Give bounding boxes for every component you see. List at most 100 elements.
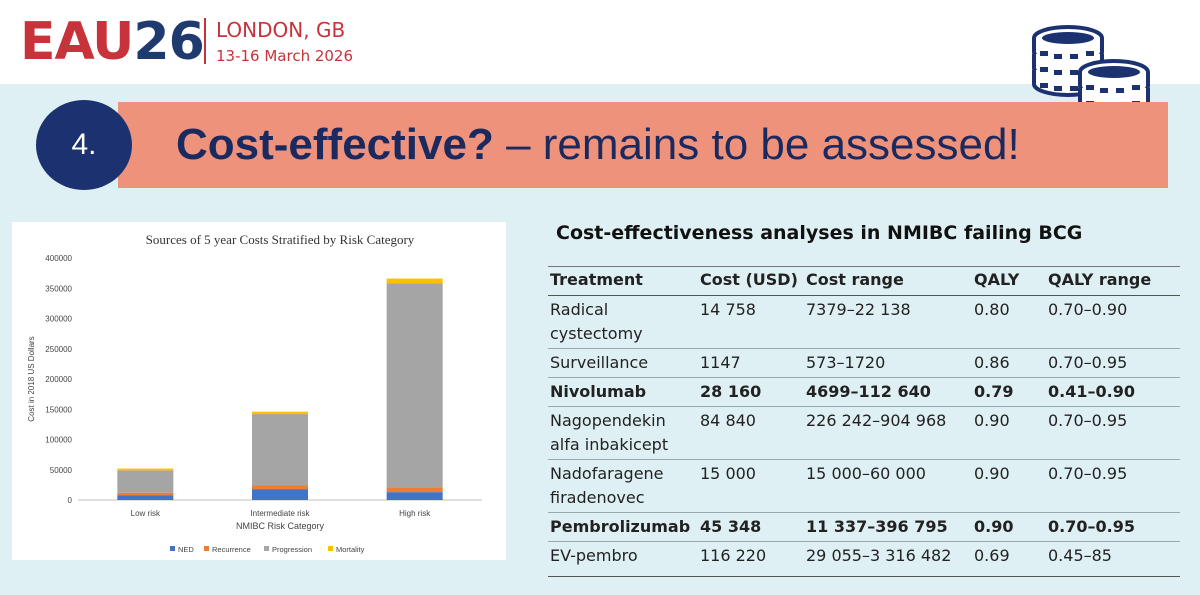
- cell-qaly: 0.79: [972, 377, 1046, 407]
- cell-qaly: 0.69: [972, 541, 1046, 577]
- logo-eau-text: EAU: [20, 12, 134, 72]
- x-tick-label: Intermediate risk: [250, 509, 310, 518]
- cost-chart-panel: Sources of 5 year Costs Stratified by Ri…: [12, 222, 506, 560]
- col-header-qaly-range: QALY range: [1046, 266, 1180, 296]
- bar-recurrence: [386, 487, 443, 493]
- col-header-qaly: QALY: [972, 266, 1046, 296]
- table-row: EV-pembro 116 220 29 055–3 316 482 0.69 0.45…: [548, 541, 1180, 577]
- col-header-cost-range: Cost range: [804, 266, 972, 296]
- table-row: Radical cystectomy 14 758 7379–22 138 0.80 0…: [548, 295, 1180, 349]
- x-tick-label: High risk: [399, 509, 431, 518]
- title-banner: [118, 102, 1168, 188]
- cell-cost-range: 29 055–3 316 482: [804, 541, 972, 577]
- cell-qaly: 0.86: [972, 348, 1046, 378]
- table-header-row: Treatment Cost (USD) Cost range QALY QAL…: [548, 266, 1180, 296]
- col-header-cost: Cost (USD): [698, 266, 804, 296]
- cell-qaly-range: 0.45–85: [1046, 541, 1180, 577]
- col-header-treatment: Treatment: [548, 266, 698, 296]
- table-title: Cost-effectiveness analyses in NMIBC fai…: [556, 222, 1083, 244]
- table-row: Nadofaragene firadenovec 15 000 15 000–60 …: [548, 459, 1180, 513]
- bar-mortality: [252, 411, 308, 415]
- logo-26-text: 26: [133, 12, 204, 72]
- cell-cost: 1147: [698, 348, 804, 378]
- legend-label: Recurrence: [212, 545, 251, 554]
- slide-number-badge: 4.: [36, 100, 132, 190]
- cell-qaly-range: 0.70–0.95: [1046, 512, 1180, 542]
- legend-swatch-ned: [170, 546, 175, 551]
- cell-treatment: Nivolumab: [548, 377, 698, 407]
- bar-progression: [252, 414, 308, 486]
- cell-cost: 84 840: [698, 406, 804, 460]
- bar-ned: [386, 492, 443, 500]
- cell-cost: 116 220: [698, 541, 804, 577]
- legend-label: Mortality: [336, 545, 365, 554]
- x-axis-label: NMIBC Risk Category: [236, 521, 325, 531]
- legend-swatch-recurrence: [204, 546, 209, 551]
- conference-city: LONDON, GB: [216, 18, 346, 42]
- cell-treatment: Radical cystectomy: [548, 295, 698, 349]
- legend-swatch-progression: [264, 546, 269, 551]
- cell-qaly: 0.80: [972, 295, 1046, 349]
- bar-recurrence: [252, 485, 308, 490]
- cell-qaly-range: 0.70–0.95: [1046, 348, 1180, 378]
- cell-qaly-range: 0.41–0.90: [1046, 377, 1180, 407]
- cell-treatment: Pembrolizumab: [548, 512, 698, 542]
- bar-progression: [386, 283, 443, 488]
- cell-treatment: Surveillance: [548, 348, 698, 378]
- cell-qaly-range: 0.70–0.95: [1046, 459, 1180, 513]
- slide-title: Cost-effective? – remains to be assessed…: [176, 112, 1020, 178]
- slide-title-strong: Cost-effective?: [176, 120, 494, 169]
- cell-cost: 15 000: [698, 459, 804, 513]
- cell-qaly-range: 0.70–0.95: [1046, 406, 1180, 460]
- y-tick-label: 250000: [45, 345, 72, 354]
- cell-cost-range: 7379–22 138: [804, 295, 972, 349]
- cell-qaly: 0.90: [972, 459, 1046, 513]
- y-tick-label: 400000: [45, 254, 72, 263]
- slide-title-rest: – remains to be assessed!: [493, 120, 1020, 169]
- bar-mortality: [117, 468, 174, 471]
- bar-ned: [252, 489, 308, 500]
- y-tick-label: 300000: [45, 315, 72, 324]
- cost-effectiveness-table: Treatment Cost (USD) Cost range QALY QAL…: [548, 266, 1180, 577]
- legend-swatch-mortality: [328, 546, 333, 551]
- bar-recurrence: [117, 492, 174, 496]
- y-tick-label: 350000: [45, 284, 72, 293]
- x-tick-label: Low risk: [131, 509, 161, 518]
- y-tick-label: 100000: [45, 436, 72, 445]
- bar-progression: [117, 470, 174, 493]
- y-tick-label: 50000: [50, 466, 73, 475]
- cell-cost: 14 758: [698, 295, 804, 349]
- table-row: Surveillance 1147 573–1720 0.86 0.70–0.95: [548, 348, 1180, 378]
- chart-title: Sources of 5 year Costs Stratified by Ri…: [146, 232, 415, 247]
- cell-cost-range: 226 242–904 968: [804, 406, 972, 460]
- conference-dates: 13-16 March 2026: [216, 47, 354, 65]
- cell-cost: 28 160: [698, 377, 804, 407]
- table-row: Nagopendekin alfa inbakicept 84 840 226 24…: [548, 406, 1180, 460]
- cell-cost-range: 4699–112 640: [804, 377, 972, 407]
- eau26-logo: EAU26: [20, 12, 205, 72]
- bar-mortality: [386, 278, 443, 284]
- table-row: Pembrolizumab 45 348 11 337–396 795 0.90 0.7…: [548, 512, 1180, 542]
- cell-cost-range: 11 337–396 795: [804, 512, 972, 542]
- y-tick-label: 0: [68, 496, 73, 505]
- y-axis-label: Cost in 2018 US Dollars: [27, 336, 36, 421]
- cell-cost-range: 573–1720: [804, 348, 972, 378]
- bar-ned: [117, 495, 174, 500]
- y-tick-label: 150000: [45, 405, 72, 414]
- cell-treatment: EV-pembro: [548, 541, 698, 577]
- cell-cost: 45 348: [698, 512, 804, 542]
- cell-treatment: Nagopendekin alfa inbakicept: [548, 406, 698, 460]
- table-body: Radical cystectomy 14 758 7379–22 138 0.80 0…: [548, 295, 1180, 577]
- conference-header: EAU26 LONDON, GB 13-16 March 2026: [0, 0, 1200, 84]
- stacked-bar-chart: Sources of 5 year Costs Stratified by Ri…: [27, 232, 482, 554]
- logo-divider: [204, 18, 206, 64]
- table-row: Nivolumab 28 160 4699–112 640 0.79 0.41–0.90: [548, 377, 1180, 407]
- y-tick-label: 200000: [45, 375, 72, 384]
- cell-qaly: 0.90: [972, 406, 1046, 460]
- legend-label: Progression: [272, 545, 312, 554]
- cell-cost-range: 15 000–60 000: [804, 459, 972, 513]
- cell-qaly: 0.90: [972, 512, 1046, 542]
- legend-label: NED: [178, 545, 194, 554]
- cell-qaly-range: 0.70–0.90: [1046, 295, 1180, 349]
- cell-treatment: Nadofaragene firadenovec: [548, 459, 698, 513]
